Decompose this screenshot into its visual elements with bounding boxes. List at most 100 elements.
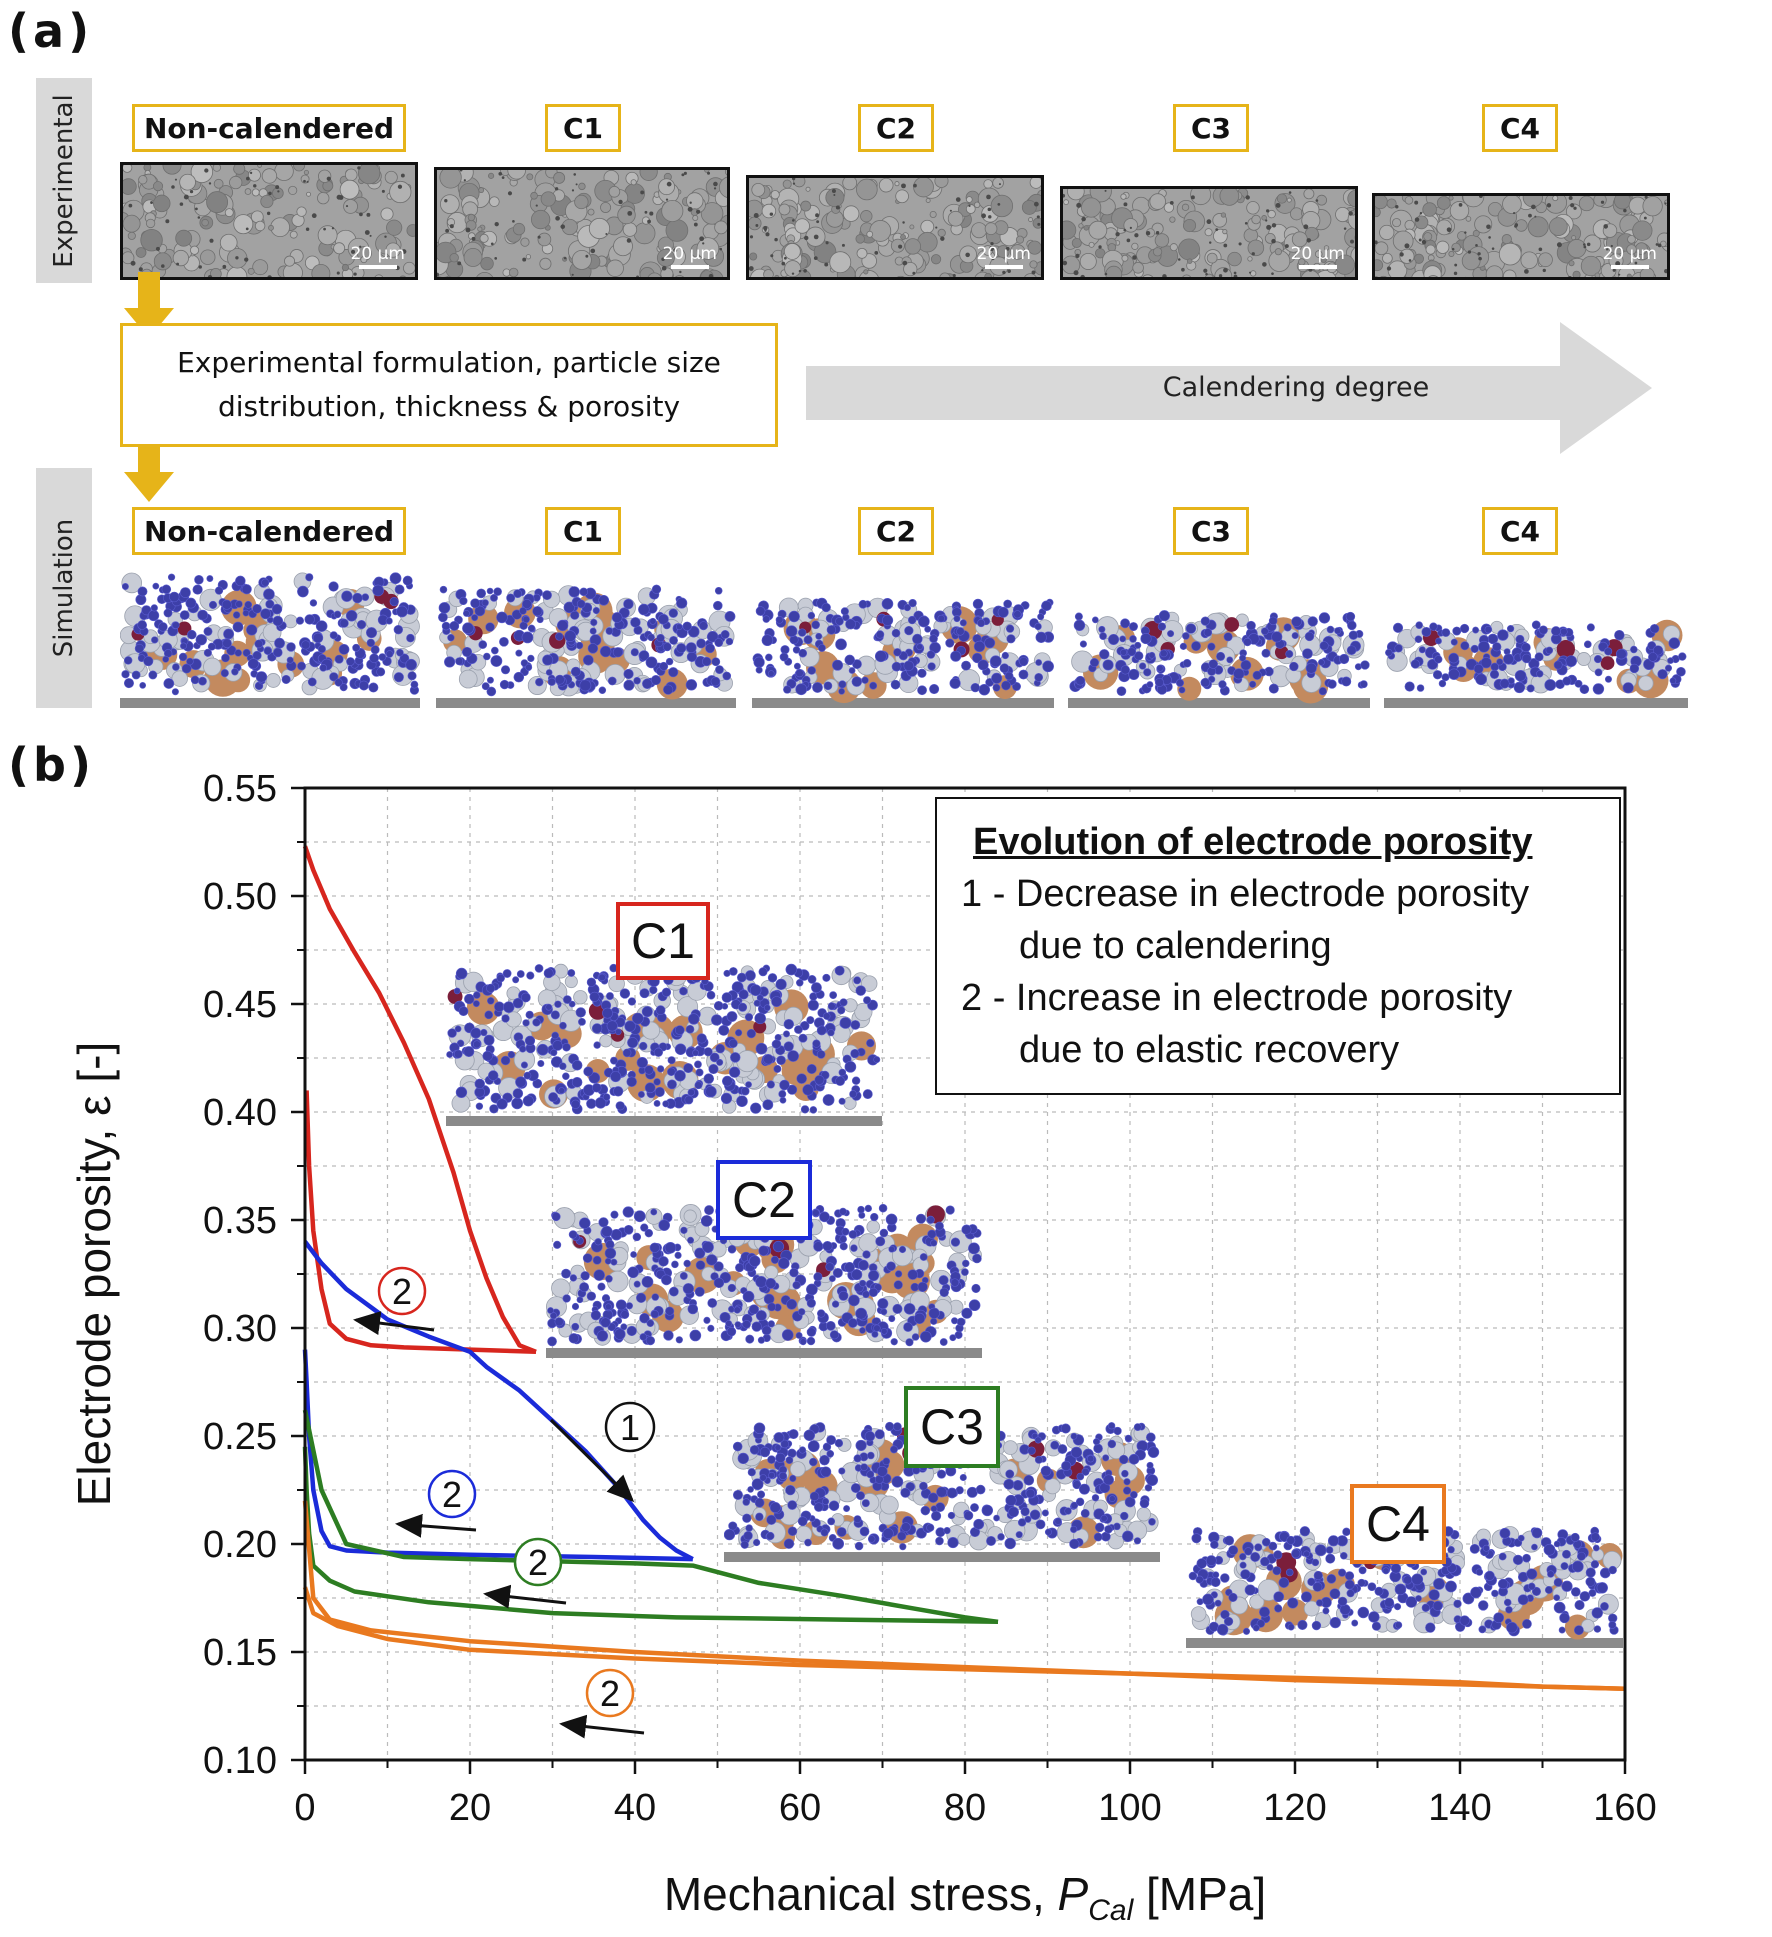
marker-text-2-blue: 2 <box>442 1474 462 1515</box>
formulation-box: Experimental formulation, particle size … <box>120 323 778 447</box>
marker-circle-2-red <box>377 1266 427 1316</box>
legend-title: Evolution of electrode porosity <box>973 821 1533 863</box>
exp-tag-c1: C1 <box>545 104 621 152</box>
current-collector <box>120 698 420 708</box>
series-1-unloading-line <box>304 1090 537 1355</box>
x-tick-label: 140 <box>1428 1787 1491 1829</box>
y-tick-label: 0.25 <box>203 1416 277 1458</box>
experimental-side-bar: Experimental <box>36 78 92 283</box>
x-tick-label: 80 <box>944 1787 986 1829</box>
inset-label-c4: C4 <box>1350 1484 1446 1564</box>
sem-image-c3: 20 µm <box>1060 186 1358 280</box>
sem-image-c4: 20 µm <box>1372 193 1670 280</box>
x-tick-label: 160 <box>1593 1787 1656 1829</box>
legend-line-2: due to calendering <box>1019 925 1332 967</box>
current-collector <box>1068 698 1370 708</box>
exp-tag-c2: C2 <box>858 104 934 152</box>
scale-bar: 20 µm <box>1291 244 1345 269</box>
current-collector <box>752 698 1054 708</box>
sim-tag-c2: C2 <box>858 507 934 555</box>
y-tick-label: 0.30 <box>203 1308 277 1350</box>
x-axis-label-subscript: Cal <box>1088 1894 1134 1927</box>
marker-text-1: 1 <box>620 1407 640 1448</box>
series-2-loading-line <box>303 1240 694 1562</box>
inset-image-c1 <box>446 963 882 1126</box>
x-axis-label-main: Mechanical stress, <box>664 1868 1058 1920</box>
sim-tag-non-calendered: Non-calendered <box>132 507 406 555</box>
sem-image-c2: 20 µm <box>746 175 1044 280</box>
y-tick-label: 0.50 <box>203 876 277 918</box>
marker-circle-1 <box>604 1401 656 1453</box>
current-collector <box>1186 1638 1624 1648</box>
plot-frame <box>303 786 1627 1762</box>
current-collector <box>546 1348 982 1358</box>
current-collector <box>1384 698 1688 708</box>
series-layer <box>302 845 1626 1691</box>
y-tick-label: 0.15 <box>203 1632 277 1674</box>
sem-image-c1: 20 µm <box>434 167 730 280</box>
simulation-image-non-calendered <box>120 572 420 708</box>
inset-image-c3 <box>724 1421 1160 1562</box>
legend-line-1: 1 - Decrease in electrode porosity <box>961 873 1530 915</box>
scale-bar: 20 µm <box>663 244 717 269</box>
exp-tag-c3: C3 <box>1173 104 1249 152</box>
sem-image-non-calendered: 20 µm <box>120 162 418 280</box>
y-tick-label: 0.55 <box>203 768 277 810</box>
marker-circle-2-green <box>513 1537 563 1587</box>
sim-tag-c3: C3 <box>1173 507 1249 555</box>
simulation-side-bar: Simulation <box>36 468 92 708</box>
series-3-loading-line <box>302 1409 999 1625</box>
marker-text-2-red: 2 <box>392 1271 412 1312</box>
exp-tag-c4: C4 <box>1482 104 1558 152</box>
formulation-line-2: distribution, thickness & porosity <box>217 390 681 423</box>
tick-layer: 0 20 40 60 80 100 120 140 160 0.10 0.15 0.20 0.25 0.3… <box>203 768 1657 1829</box>
inset-image-c2 <box>546 1203 982 1358</box>
x-tick-label: 60 <box>779 1787 821 1829</box>
marker-circle-2-orange <box>585 1668 635 1718</box>
y-tick-label: 0.35 <box>203 1200 277 1242</box>
series-4-unloading-line <box>302 1586 1626 1691</box>
inset-label-c2: C2 <box>716 1160 812 1240</box>
y-tick-label: 0.10 <box>203 1740 277 1782</box>
series-1-loading-line <box>302 845 537 1354</box>
x-axis-label: Mechanical stress, PCal [MPa] <box>664 1868 1266 1927</box>
arrow-2-red <box>353 1311 435 1335</box>
simulation-image-c4 <box>1384 619 1688 708</box>
x-tick-label: 120 <box>1263 1787 1326 1829</box>
x-tick-label: 100 <box>1098 1787 1161 1829</box>
y-tick-label: 0.20 <box>203 1524 277 1566</box>
legend-line-4: due to elastic recovery <box>1019 1029 1400 1071</box>
formulation-line-1: Experimental formulation, particle size <box>177 346 721 379</box>
scale-bar: 20 µm <box>351 244 405 269</box>
y-tick-label: 0.45 <box>203 984 277 1026</box>
inset-label-c3: C3 <box>904 1386 1000 1468</box>
arrow-2-orange <box>559 1714 645 1739</box>
x-tick-label: 20 <box>449 1787 491 1829</box>
panel-a-label: (a) <box>8 4 94 58</box>
current-collector <box>436 698 736 708</box>
calendering-degree-arrow <box>806 322 1652 454</box>
exp-tag-non-calendered: Non-calendered <box>132 104 406 152</box>
x-axis-label-unit: [MPa] <box>1133 1868 1266 1920</box>
simulation-image-c2 <box>752 597 1054 708</box>
marker-text-2-orange: 2 <box>600 1673 620 1714</box>
simulation-image-c1 <box>436 584 736 708</box>
sim-tag-c1: C1 <box>545 507 621 555</box>
panel-b-label: (b) <box>8 738 95 792</box>
simulation-image-c3 <box>1068 610 1370 708</box>
x-tick-label: 0 <box>294 1787 315 1829</box>
inset-label-c1: C1 <box>616 902 710 980</box>
current-collector <box>724 1552 1160 1562</box>
legend-line-3: 2 - Increase in electrode porosity <box>961 977 1513 1019</box>
y-axis-label: Electrode porosity, ε [-] <box>68 1042 120 1507</box>
arrow-2-green <box>483 1584 567 1609</box>
marker-circle-2-blue <box>427 1469 477 1519</box>
calendering-degree-label: Calendering degree <box>1162 372 1430 403</box>
current-collector <box>446 1116 882 1126</box>
arrow-2-blue <box>395 1513 477 1538</box>
x-tick-label: 40 <box>614 1787 656 1829</box>
sim-tag-c4: C4 <box>1482 507 1558 555</box>
x-axis-label-symbol: P <box>1058 1868 1089 1920</box>
marker-text-2-green: 2 <box>528 1542 548 1583</box>
